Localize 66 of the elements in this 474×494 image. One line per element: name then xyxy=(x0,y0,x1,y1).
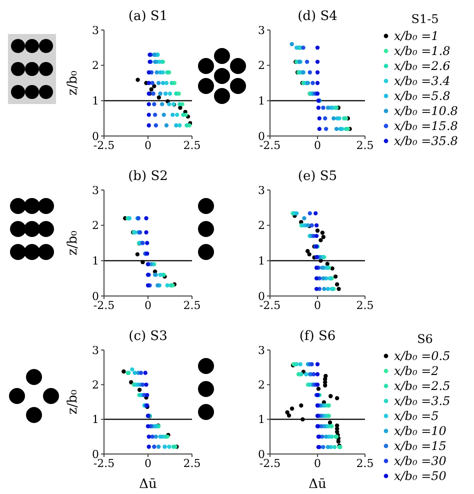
legend-label: x/b₀ =5 xyxy=(394,408,439,422)
y-tick-label: 3 xyxy=(258,184,265,197)
x-tick-label: 2.5 xyxy=(183,138,201,152)
y-tick-label: 2 xyxy=(92,378,99,392)
chart-title: (e) S5 xyxy=(298,169,338,184)
x-tick-label: 2.5 xyxy=(356,138,374,152)
y-tick-label: 2 xyxy=(258,219,265,232)
legend-label: x/b₀ =15.8 xyxy=(394,118,458,132)
y-tick-label: 3 xyxy=(258,344,265,357)
chart-title: (c) S3 xyxy=(128,329,168,344)
legend-label: x/b₀ =30 xyxy=(394,454,446,468)
x-tick-label: 0 xyxy=(314,138,321,152)
y-axis-title: z/b₀ xyxy=(66,230,81,256)
legend-label: x/b₀ =5.8 xyxy=(394,88,450,102)
legend-title: S1-5 xyxy=(410,12,440,26)
y-tick-label: 2 xyxy=(92,59,99,72)
y-tick-label: 1 xyxy=(258,94,265,108)
x-axis-title: Δū xyxy=(139,477,157,492)
legend-label: x/b₀ =10.8 xyxy=(394,104,458,118)
y-axis-title: z/b₀ xyxy=(66,390,81,414)
legend-label: x/b₀ =35.8 xyxy=(394,134,458,148)
y-tick-label: 0 xyxy=(258,290,265,303)
x-tick-label: 2.5 xyxy=(183,298,201,312)
legend-label: x/b₀ =3.5 xyxy=(394,394,450,408)
y-tick-label: 1 xyxy=(92,413,99,426)
y-axis-title: z/b₀ xyxy=(66,70,81,96)
y-tick-label: 3 xyxy=(258,24,265,37)
legend-label: x/b₀ =1 xyxy=(394,28,439,42)
y-tick-label: 1 xyxy=(258,254,265,268)
y-tick-label: 0 xyxy=(92,290,99,303)
y-tick-label: 3 xyxy=(92,344,99,357)
chart-title: (d) S4 xyxy=(298,9,338,24)
x-tick-label: 0 xyxy=(144,456,152,470)
legend-label: x/b₀ =1.8 xyxy=(394,44,450,58)
y-tick-label: 1 xyxy=(258,413,265,426)
y-tick-label: 0 xyxy=(92,130,99,143)
x-tick-label: 2.5 xyxy=(183,456,201,470)
x-axis-title: Δū xyxy=(308,477,326,492)
y-tick-label: 1 xyxy=(92,254,99,268)
legend-label: x/b₀ =2 xyxy=(394,364,439,378)
legend-label: x/b₀ =2.6 xyxy=(394,58,450,72)
x-tick-label: 0 xyxy=(314,456,321,470)
y-tick-label: 3 xyxy=(92,24,99,37)
y-tick-label: 2 xyxy=(92,219,99,232)
y-tick-label: 2 xyxy=(258,59,265,72)
y-tick-label: 0 xyxy=(258,130,265,143)
x-tick-label: 0 xyxy=(144,298,152,312)
legend-label: x/b₀ =50 xyxy=(394,468,446,482)
y-tick-label: 1 xyxy=(92,94,99,108)
x-tick-label: 2.5 xyxy=(356,456,374,470)
legend-label: x/b₀ =15 xyxy=(394,438,446,452)
y-tick-label: 0 xyxy=(258,448,265,461)
legend-title: S6 xyxy=(416,332,434,346)
legend-label: x/b₀ =10 xyxy=(394,424,446,438)
y-tick-label: 0 xyxy=(92,448,99,461)
y-tick-label: 2 xyxy=(258,378,265,392)
x-tick-label: 2.5 xyxy=(356,298,374,312)
x-tick-label: 0 xyxy=(314,298,321,312)
x-tick-label: 0 xyxy=(144,138,152,152)
legend-label: x/b₀ =3.4 xyxy=(394,74,450,88)
legend-label: x/b₀ =0.5 xyxy=(394,348,450,362)
y-tick-label: 3 xyxy=(92,184,99,197)
chart-title: (b) S2 xyxy=(128,169,168,184)
chart-title: (f) S6 xyxy=(299,329,336,344)
legend-label: x/b₀ =2.5 xyxy=(394,378,450,392)
chart-title: (a) S1 xyxy=(128,9,168,24)
